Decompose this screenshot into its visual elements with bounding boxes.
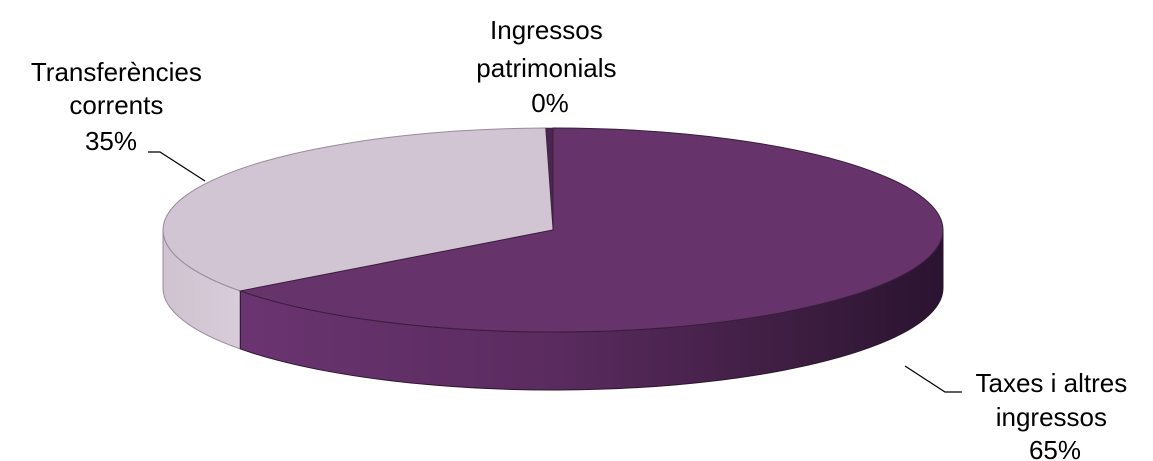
slice-label-transferencies: Transferències corrents 35% bbox=[31, 57, 209, 156]
slice-label-taxes: Taxes i altres ingressos 65% bbox=[976, 368, 1135, 461]
slice-label-line: Taxes i altres bbox=[976, 368, 1128, 398]
slice-top bbox=[238, 127, 944, 333]
slice-label-line: ingressos bbox=[996, 402, 1107, 432]
slice-percent: 35% bbox=[85, 126, 137, 156]
leader-line bbox=[148, 151, 206, 182]
slice-label-line: Ingressos bbox=[490, 15, 603, 45]
slice-label-line: Transferències bbox=[31, 57, 202, 87]
slice-percent: 65% bbox=[1029, 435, 1081, 461]
slice-top bbox=[162, 127, 554, 292]
slice-top bbox=[545, 127, 554, 231]
slice-percent: 0% bbox=[531, 88, 569, 118]
slice-label-line: corrents bbox=[69, 90, 163, 120]
slice-label-patrimonials: Ingressos patrimonials 0% bbox=[476, 15, 623, 118]
leader-line bbox=[904, 365, 962, 393]
slice-label-line: patrimonials bbox=[476, 53, 616, 83]
